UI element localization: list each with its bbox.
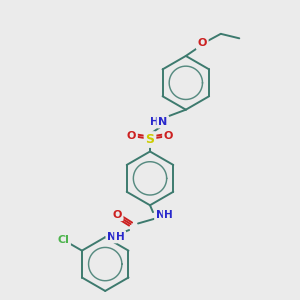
Text: O: O — [198, 38, 207, 48]
Text: H: H — [164, 209, 173, 220]
Text: O: O — [127, 131, 136, 141]
Text: N: N — [107, 232, 116, 242]
Text: Cl: Cl — [57, 235, 69, 245]
Text: O: O — [112, 209, 122, 220]
Text: S: S — [146, 133, 154, 146]
Text: H: H — [150, 117, 159, 127]
Text: H: H — [116, 232, 124, 242]
Text: N: N — [158, 117, 167, 127]
Text: O: O — [164, 131, 173, 141]
Text: N: N — [156, 209, 165, 220]
